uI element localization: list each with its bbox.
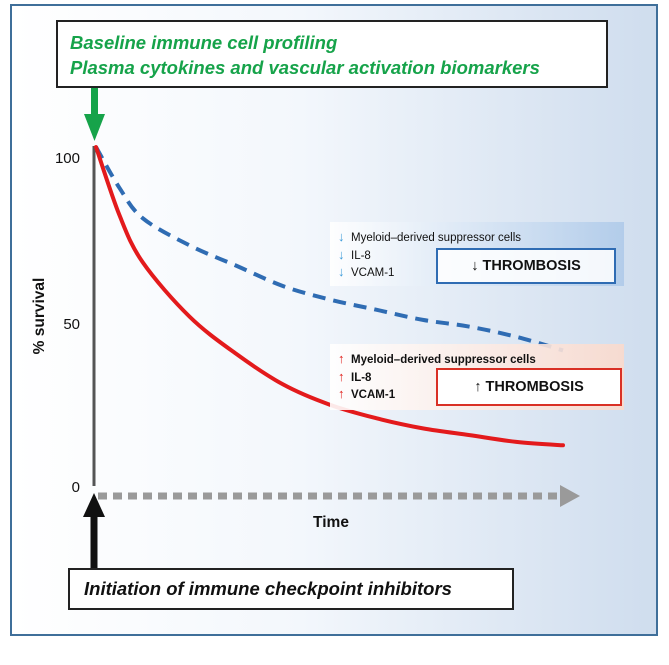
low-biomarker-panel: ↓ Myeloid–derived suppressor cells ↓ IL-8 … xyxy=(330,222,624,286)
high-mdsc-label: Myeloid–derived suppressor cells xyxy=(351,354,536,366)
initiation-arrow-head xyxy=(83,493,105,517)
low-il8-row: ↓ IL-8 xyxy=(338,247,521,265)
biomarkers-text: Plasma cytokines and vascular activation… xyxy=(70,57,540,78)
high-il8-label: IL-8 xyxy=(351,371,372,384)
high-biomarker-panel: ↑ Myeloid–derived suppressor cells ↑ IL-8 … xyxy=(330,344,624,410)
high-vcam1-row: ↑ VCAM-1 xyxy=(338,386,536,404)
baseline-arrow-head xyxy=(84,114,105,141)
y-tick-0: 0 xyxy=(72,479,80,496)
low-mdsc-row: ↓ Myeloid–derived suppressor cells xyxy=(338,229,521,247)
high-biomarker-list: ↑ Myeloid–derived suppressor cells ↑ IL-8 … xyxy=(338,351,536,404)
high-vcam1-label: VCAM-1 xyxy=(351,389,396,401)
down-arrow-icon: ↓ xyxy=(338,264,345,279)
time-axis-arrowhead xyxy=(560,485,580,507)
y-tick-50: 50 xyxy=(63,316,80,333)
up-arrow-icon: ↑ xyxy=(338,386,345,401)
baseline-profiling-text: Baseline immune cell profiling xyxy=(70,32,338,53)
x-axis-label: Time xyxy=(313,514,349,531)
high-risk-survival-curve xyxy=(94,145,565,448)
decreased-thrombosis-box: ↓ THROMBOSIS xyxy=(436,248,616,284)
y-tick-100: 100 xyxy=(55,150,80,167)
down-arrow-icon: ↓ xyxy=(338,229,345,244)
initiation-text: Initiation of immune checkpoint inhibito… xyxy=(84,578,452,599)
high-il8-row: ↑ IL-8 xyxy=(338,369,536,387)
initiation-arrow xyxy=(83,493,105,570)
low-vcam1-label: VCAM-1 xyxy=(351,267,395,279)
low-mdsc-label: Myeloid–derived suppressor cells xyxy=(351,232,522,244)
high-mdsc-row: ↑ Myeloid–derived suppressor cells xyxy=(338,351,536,369)
y-axis-label: % survival xyxy=(31,278,48,355)
baseline-callout: Baseline immune cell profiling Plasma cy… xyxy=(56,20,608,88)
baseline-arrow-shaft xyxy=(91,88,98,116)
initiation-arrow-shaft xyxy=(90,514,98,570)
increased-thrombosis-box: ↑ THROMBOSIS xyxy=(436,368,622,406)
low-il8-label: IL-8 xyxy=(351,249,371,262)
up-arrow-icon: ↑ xyxy=(338,351,345,366)
baseline-arrow xyxy=(84,88,105,141)
low-biomarker-list: ↓ Myeloid–derived suppressor cells ↓ IL-8 … xyxy=(338,229,521,282)
down-arrow-icon: ↓ xyxy=(338,246,345,262)
figure-frame xyxy=(10,4,658,636)
low-vcam1-row: ↓ VCAM-1 xyxy=(338,264,521,282)
initiation-callout: Initiation of immune checkpoint inhibito… xyxy=(68,568,514,610)
up-arrow-icon: ↑ xyxy=(338,368,345,384)
